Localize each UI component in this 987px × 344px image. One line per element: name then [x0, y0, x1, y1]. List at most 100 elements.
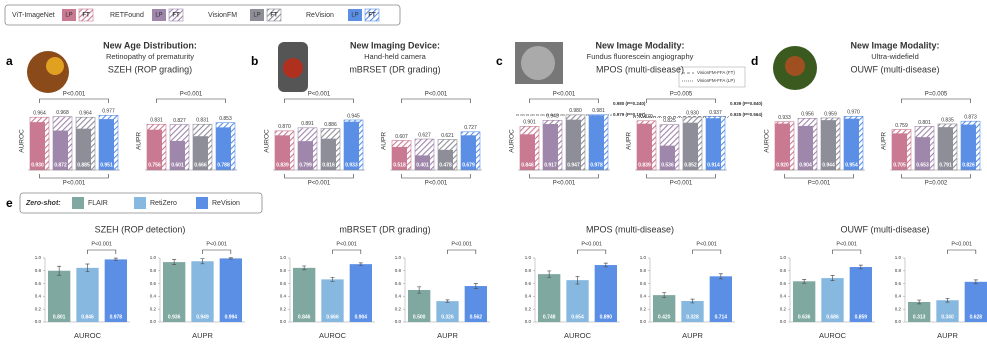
value-label: 0.944: [822, 162, 835, 168]
value-label: 0.978: [110, 314, 123, 320]
reference-label: 0.980 (P=0.240): [613, 101, 646, 106]
bar: [821, 278, 844, 322]
ref-legend-label: VisionFM-FFA (LP): [697, 78, 735, 83]
value-label: 0.636: [798, 314, 811, 320]
lp-bar: [892, 133, 907, 170]
bar: [48, 270, 71, 322]
lp-bar: [321, 138, 336, 170]
lp-bar: [706, 118, 721, 170]
y-tick-label: 0.8: [395, 268, 402, 273]
value-label: 0.846: [298, 314, 311, 320]
x-axis-label: AUPR: [192, 331, 213, 340]
y-axis-label: AUPR: [136, 132, 143, 150]
error-bar: [718, 273, 723, 280]
error-bar: [473, 283, 478, 289]
ffa-image: [521, 46, 555, 80]
bar: [793, 281, 816, 322]
significance-bracket: [784, 174, 854, 179]
value-label: 0.956: [801, 112, 814, 118]
significance-label: P<0.001: [553, 181, 576, 187]
value-label: 0.621: [441, 133, 454, 139]
y-axis-label: AUPR: [626, 132, 633, 150]
value-label: 0.627: [418, 132, 431, 138]
bar: [964, 281, 987, 322]
significance-label: P<0.001: [91, 241, 112, 247]
y-tick-label: 1.0: [280, 255, 287, 260]
significance-label: P=0.005: [670, 92, 693, 98]
value-label: 0.839: [638, 162, 651, 168]
bar: [293, 267, 316, 322]
lp-bar: [415, 155, 430, 170]
bar: [436, 301, 459, 322]
panel-title: MPOS (multi-disease): [586, 224, 674, 234]
error-bar: [945, 297, 950, 303]
value-label: 0.666: [194, 162, 207, 168]
panel-letter: d: [751, 54, 758, 68]
bar: [681, 301, 704, 322]
value-label: 0.826: [962, 162, 975, 168]
significance-label: P<0.001: [581, 241, 602, 247]
error-bar: [547, 270, 552, 278]
lp-bar: [461, 135, 476, 170]
bar: [538, 274, 561, 322]
significance-bracket: [901, 98, 971, 103]
y-tick-label: 0.4: [525, 294, 532, 299]
value-label: 0.959: [824, 111, 837, 117]
lp-bar: [216, 127, 231, 170]
significance-label: P<0.001: [553, 92, 576, 98]
y-tick-label: 0.8: [895, 268, 902, 273]
value-label: 0.686: [826, 314, 839, 320]
bar: [566, 280, 589, 322]
error-bar: [57, 265, 62, 276]
value-label: 0.607: [395, 134, 408, 140]
y-tick-label: 0.0: [895, 319, 902, 324]
legend-swatch: [72, 197, 84, 209]
significance-label: P<0.001: [308, 92, 331, 98]
error-bar: [858, 264, 863, 270]
y-axis-label: AUROC: [764, 129, 771, 153]
legend-label: ViT-ImageNet: [12, 12, 55, 19]
value-label: 0.930: [31, 162, 44, 168]
ref-legend-label: VisionFM-FFA (FT): [697, 70, 735, 75]
panel-title: OUWF (multi-disease): [840, 224, 929, 234]
y-tick-label: 0.8: [150, 268, 157, 273]
y-tick-label: 0.2: [780, 306, 787, 311]
y-tick-label: 0.8: [525, 268, 532, 273]
legend-label: ReVision: [212, 200, 240, 207]
lp-bar: [798, 125, 813, 170]
value-label: 0.827: [173, 118, 186, 124]
value-label: 0.705: [893, 162, 906, 168]
y-tick-label: 0.8: [640, 268, 647, 273]
legend-badge: FT: [172, 13, 180, 19]
error-bar: [85, 263, 90, 273]
significance-label: P<0.001: [308, 181, 331, 187]
significance-bracket: [529, 98, 599, 103]
lp-bar: [30, 122, 45, 170]
panel-subheading: Fundus fluorescein angiography: [587, 52, 694, 61]
significance-label: P<0.001: [180, 92, 203, 98]
value-label: 0.601: [171, 162, 184, 168]
legend-badge: FT: [270, 13, 278, 19]
panel-dataset: OUWF (multi-disease): [850, 64, 939, 74]
value-label: 0.872: [54, 162, 67, 168]
significance-bracket: [332, 249, 362, 254]
bar: [849, 267, 872, 322]
y-tick-label: 0.2: [525, 306, 532, 311]
value-label: 0.313: [913, 314, 926, 320]
significance-label: P<0.001: [425, 181, 448, 187]
value-label: 0.920: [776, 162, 789, 168]
lp-bar: [589, 115, 604, 170]
bar: [653, 295, 676, 322]
significance-label: P=0.005: [925, 92, 948, 98]
panel-letter: c: [496, 54, 503, 68]
value-label: 0.954: [845, 162, 858, 168]
value-label: 0.727: [464, 125, 477, 131]
fundus-image: [46, 57, 64, 75]
significance-bracket: [202, 249, 232, 254]
y-tick-label: 0.4: [280, 294, 287, 299]
value-label: 0.478: [439, 162, 452, 168]
lp-bar: [683, 122, 698, 170]
y-tick-label: 0.0: [150, 319, 157, 324]
legend-label: RETFound: [110, 12, 144, 19]
